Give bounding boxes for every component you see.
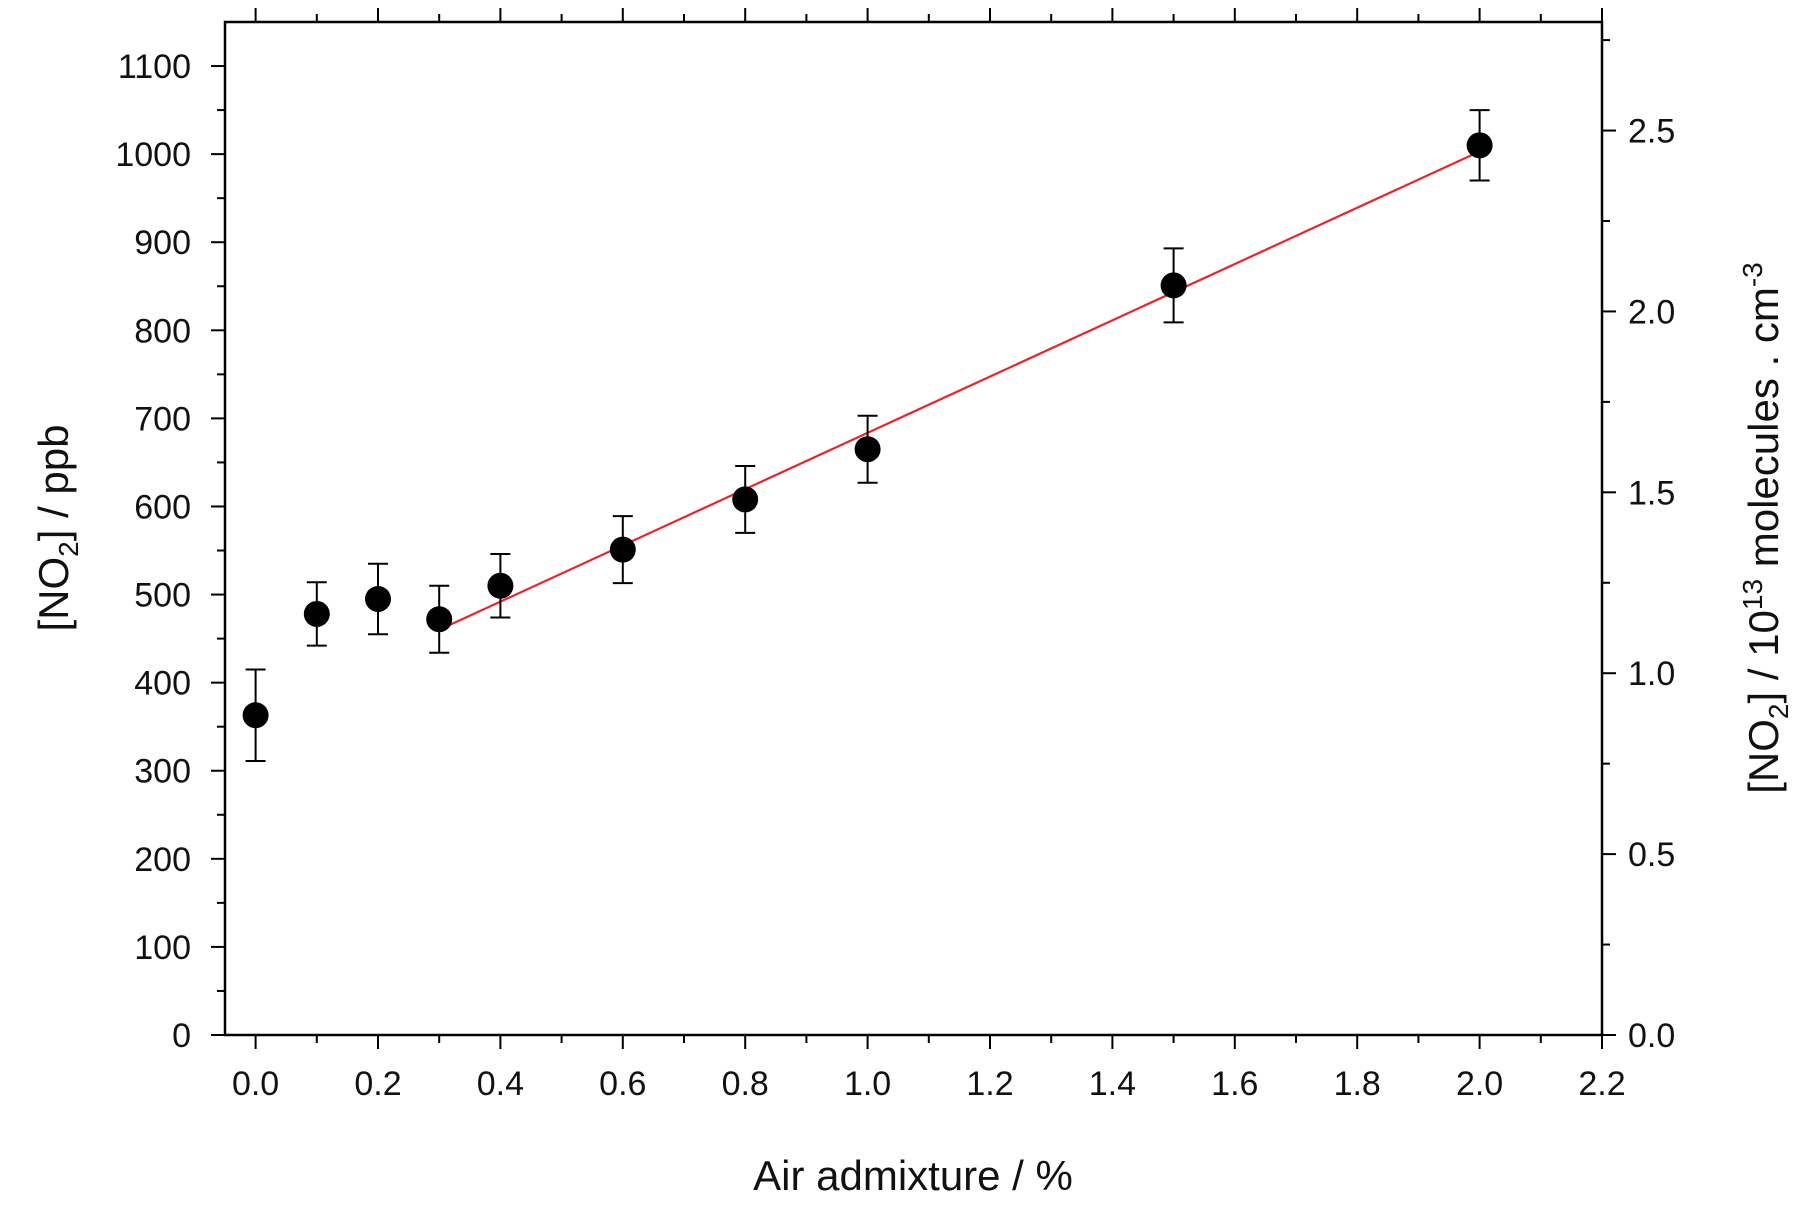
y-right-tick-label: 1.5 <box>1628 474 1675 512</box>
x-tick-label: 0.4 <box>477 1065 524 1103</box>
points-layer <box>242 132 1493 729</box>
y-right-tick-label: 2.0 <box>1628 293 1675 331</box>
x-tick-label: 0.8 <box>722 1065 769 1103</box>
x-tick-label: 1.6 <box>1211 1065 1258 1103</box>
ticks-layer <box>211 8 1616 1049</box>
errorbar-layer <box>245 109 1490 763</box>
y-left-tick-label: 1100 <box>118 48 191 86</box>
data-point <box>303 600 330 627</box>
x-tick-label: 0.2 <box>354 1065 401 1103</box>
data-point <box>242 702 269 729</box>
y-right-tick-label: 0.5 <box>1628 836 1675 874</box>
labels-layer: 0.0 0.2 0.4 0.6 0.8 1.0 1.2 1.4 1.6 1.8 2.0 2.2 0 100… <box>115 48 1675 1103</box>
data-point <box>854 436 881 463</box>
y-axis-right-title: [NO2] / 1013 molecules . cm-3 <box>1737 262 1794 793</box>
fit-layer <box>438 150 1481 631</box>
x-tick-label: 1.4 <box>1089 1065 1136 1103</box>
x-tick-label: 0.0 <box>232 1065 279 1103</box>
x-tick-label: 2.0 <box>1456 1065 1503 1103</box>
y-left-tick-label: 1000 <box>115 136 191 174</box>
data-point <box>426 606 453 633</box>
x-tick-label: 1.0 <box>844 1065 891 1103</box>
x-tick-label: 2.2 <box>1578 1065 1625 1103</box>
y-right-tick-label: 0.0 <box>1628 1017 1675 1055</box>
fit-line <box>438 150 1481 631</box>
y-left-tick-label: 800 <box>134 312 191 350</box>
y-left-tick-label: 300 <box>134 753 191 791</box>
data-point <box>1160 272 1187 299</box>
data-point <box>609 536 636 563</box>
y-left-tick-label: 600 <box>134 488 191 526</box>
y-left-tick-label: 500 <box>134 577 191 615</box>
x-tick-label: 1.2 <box>966 1065 1013 1103</box>
y-right-tick-label: 2.5 <box>1628 113 1675 151</box>
x-tick-label: 0.6 <box>599 1065 646 1103</box>
data-point <box>487 572 514 599</box>
data-point <box>732 486 759 513</box>
y-left-tick-label: 200 <box>134 841 191 879</box>
x-tick-label: 1.8 <box>1334 1065 1381 1103</box>
y-right-tick-label: 1.0 <box>1628 655 1675 693</box>
y-left-tick-label: 100 <box>134 929 191 967</box>
plot-frame <box>223 20 1604 1037</box>
y-left-tick-label: 900 <box>134 224 191 262</box>
data-point <box>1466 132 1493 159</box>
y-left-tick-label: 400 <box>134 665 191 703</box>
y-left-tick-label: 700 <box>134 400 191 438</box>
data-point <box>365 585 391 612</box>
x-axis-title: Air admixture / % <box>753 1152 1073 1199</box>
y-axis-left-title: [NO2] / ppb <box>30 424 84 631</box>
y-left-tick-label: 0 <box>172 1017 191 1055</box>
